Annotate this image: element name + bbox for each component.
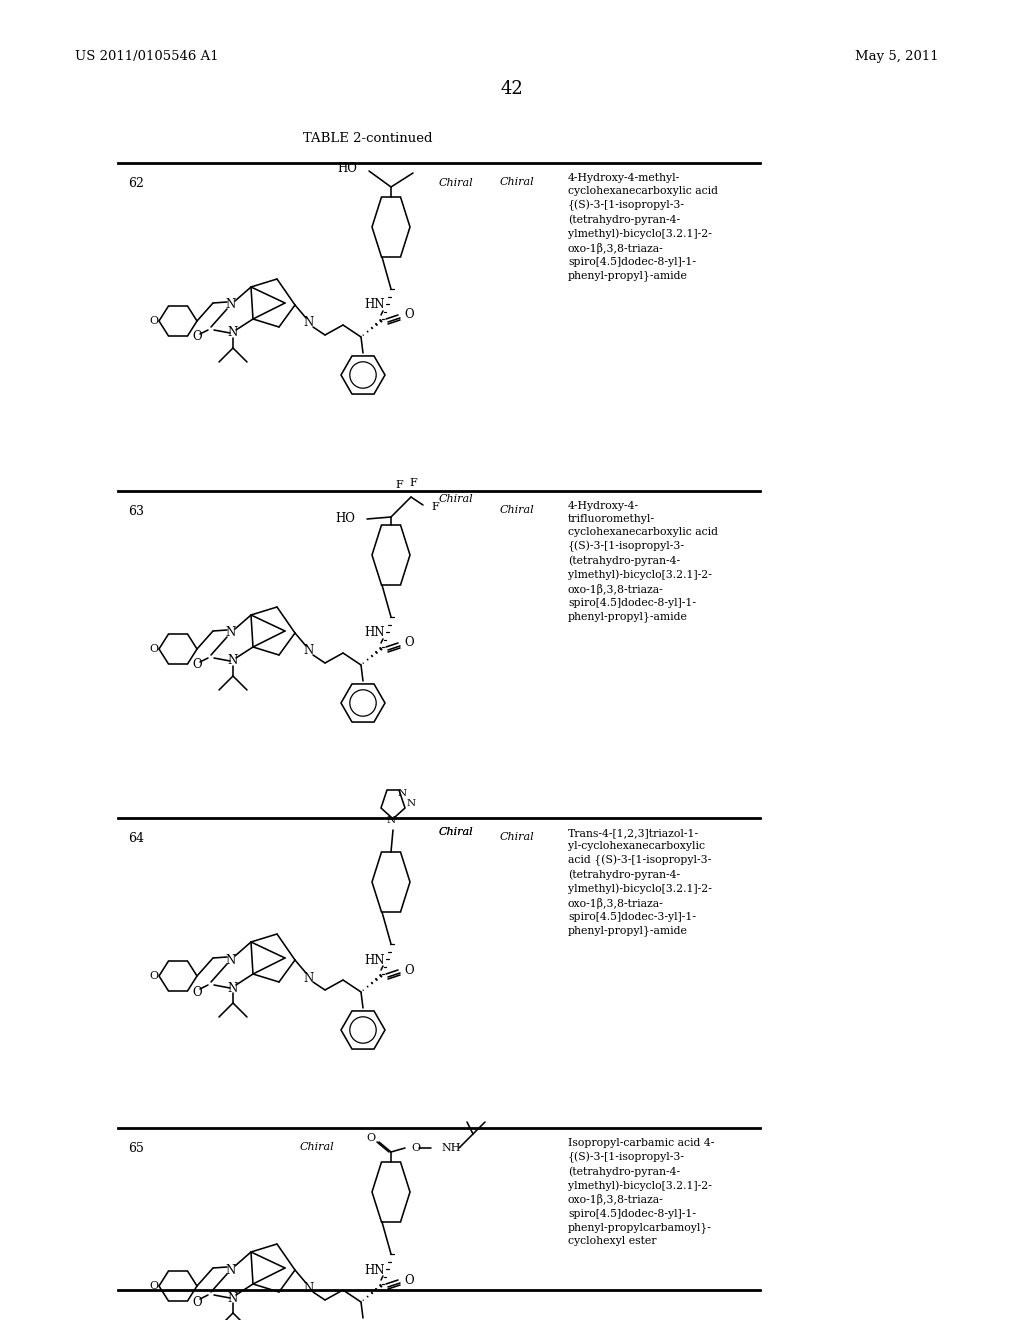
Text: NH: NH	[441, 1143, 461, 1152]
Text: N: N	[304, 972, 314, 985]
Text: HN: HN	[365, 627, 385, 639]
Text: 65: 65	[128, 1142, 144, 1155]
Text: N: N	[304, 1282, 314, 1295]
Text: Chiral: Chiral	[500, 506, 535, 515]
Text: N: N	[226, 953, 237, 966]
Text: O: O	[193, 1295, 202, 1308]
Text: TABLE 2-continued: TABLE 2-continued	[303, 132, 433, 145]
Text: N: N	[386, 816, 395, 825]
Text: O: O	[404, 964, 414, 977]
Text: HN: HN	[365, 298, 385, 312]
Text: O: O	[148, 315, 158, 326]
Text: N: N	[304, 317, 314, 330]
Text: Trans-4-[1,2,3]triazol-1-
yl-cyclohexanecarboxylic
acid {(S)-3-[1-isopropyl-3-
(: Trans-4-[1,2,3]triazol-1- yl-cyclohexane…	[568, 828, 712, 936]
Text: N: N	[228, 1291, 239, 1304]
Text: O: O	[411, 1143, 420, 1152]
Text: N: N	[304, 644, 314, 657]
Text: N: N	[228, 326, 239, 339]
Text: N: N	[398, 788, 408, 797]
Text: Chiral: Chiral	[439, 178, 474, 187]
Text: O: O	[404, 636, 414, 649]
Text: HN: HN	[365, 953, 385, 966]
Text: 63: 63	[128, 506, 144, 517]
Text: O: O	[193, 659, 202, 672]
Text: 62: 62	[128, 177, 144, 190]
Text: Chiral: Chiral	[500, 832, 535, 842]
Text: F: F	[395, 480, 402, 490]
Text: N: N	[226, 627, 237, 639]
Text: Chiral: Chiral	[300, 1142, 335, 1152]
Text: HO: HO	[335, 512, 355, 525]
Text: Chiral: Chiral	[439, 494, 474, 504]
Text: Chiral: Chiral	[439, 828, 474, 837]
Text: US 2011/0105546 A1: US 2011/0105546 A1	[75, 50, 219, 63]
Text: O: O	[404, 309, 414, 322]
Text: O: O	[193, 330, 202, 343]
Text: N: N	[226, 298, 237, 312]
Text: Chiral: Chiral	[500, 177, 535, 187]
Text: 64: 64	[128, 832, 144, 845]
Text: F: F	[410, 478, 417, 488]
Text: N: N	[226, 1263, 237, 1276]
Text: Isopropyl-carbamic acid 4-
{(S)-3-[1-isopropyl-3-
(tetrahydro-pyran-4-
ylmethyl): Isopropyl-carbamic acid 4- {(S)-3-[1-iso…	[568, 1138, 715, 1246]
Text: 4-Hydroxy-4-methyl-
cyclohexanecarboxylic acid
{(S)-3-[1-isopropyl-3-
(tetrahydr: 4-Hydroxy-4-methyl- cyclohexanecarboxyli…	[568, 173, 718, 281]
Text: O: O	[193, 986, 202, 998]
Text: 42: 42	[501, 81, 523, 98]
Text: F: F	[431, 502, 438, 512]
Text: May 5, 2011: May 5, 2011	[855, 50, 939, 63]
Text: O: O	[404, 1274, 414, 1287]
Text: 4-Hydroxy-4-
trifluoromethyl-
cyclohexanecarboxylic acid
{(S)-3-[1-isopropyl-3-
: 4-Hydroxy-4- trifluoromethyl- cyclohexan…	[568, 502, 718, 622]
Text: O: O	[148, 972, 158, 981]
Text: HN: HN	[365, 1263, 385, 1276]
Text: O: O	[367, 1133, 376, 1143]
Text: HO: HO	[337, 162, 357, 176]
Text: O: O	[148, 644, 158, 653]
Text: N: N	[228, 982, 239, 994]
Text: O: O	[148, 1280, 158, 1291]
Text: N: N	[228, 655, 239, 668]
Text: Chiral: Chiral	[439, 828, 474, 837]
Text: N: N	[407, 800, 416, 808]
